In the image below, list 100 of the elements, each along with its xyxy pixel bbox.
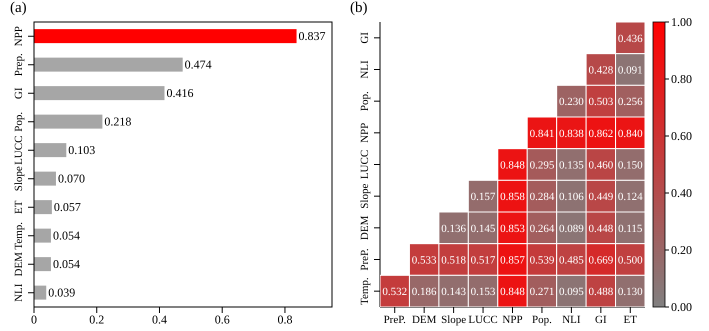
y-tick-label: Pop. <box>359 90 371 112</box>
data-label: 0.271 <box>530 286 554 298</box>
y-tick-label: Temp. <box>13 222 25 250</box>
x-tick-label: 0.4 <box>152 312 167 327</box>
bar <box>34 172 56 186</box>
data-label: 0.130 <box>618 286 644 298</box>
y-tick-label: GI <box>359 32 371 44</box>
color-bar-label: 0.20 <box>671 243 692 257</box>
y-tick-label: LUCC <box>13 136 25 165</box>
data-label: 0.057 <box>54 200 81 214</box>
bar <box>34 143 66 158</box>
data-label: 0.124 <box>618 191 644 204</box>
y-tick-label: Slope <box>13 166 25 192</box>
x-tick-label: GI <box>595 314 607 326</box>
x-tick-label: Pop. <box>532 314 552 326</box>
bar <box>34 114 102 129</box>
bar <box>34 228 51 243</box>
data-label: 0.848 <box>500 160 526 172</box>
data-label: 0.840 <box>618 128 644 140</box>
data-label: 0.858 <box>500 191 526 204</box>
x-tick-label: NLI <box>562 314 581 326</box>
x-tick-label: DEM <box>412 314 437 326</box>
y-tick-label: LUCC <box>359 150 371 180</box>
y-tick-label: NPP <box>13 26 25 46</box>
color-bar-label: 0.40 <box>671 186 692 200</box>
data-label: 0.841 <box>530 128 554 140</box>
data-label: 0.517 <box>470 254 496 266</box>
data-label: 0.089 <box>559 222 584 235</box>
data-label: 0.091 <box>618 64 643 76</box>
data-label: 0.218 <box>104 114 132 129</box>
data-label: 0.416 <box>166 86 194 100</box>
data-label: 0.518 <box>441 254 466 266</box>
chart-title: (a) <box>10 0 27 17</box>
data-label: 0.153 <box>470 286 496 298</box>
y-tick-label: GI <box>13 87 25 100</box>
x-tick-label: 0.2 <box>89 312 104 327</box>
data-label: 0.186 <box>412 286 438 298</box>
color-bar-label: 0.80 <box>671 72 692 86</box>
data-label: 0.449 <box>588 191 614 204</box>
data-label: 0.669 <box>588 254 614 266</box>
data-label: 0.135 <box>559 160 584 172</box>
data-label: 0.157 <box>470 191 496 204</box>
data-label: 0.460 <box>588 160 614 172</box>
data-label: 0.838 <box>559 128 584 140</box>
data-label: 0.264 <box>530 222 555 235</box>
data-label: 0.436 <box>618 32 644 45</box>
y-tick-label: DEM <box>359 215 371 240</box>
data-label: 0.136 <box>441 222 466 235</box>
chart-title: (b) <box>350 0 368 17</box>
data-label: 0.837 <box>298 29 326 44</box>
y-tick-label: DEM <box>13 252 25 276</box>
color-bar-label: 0.00 <box>671 300 692 314</box>
data-label: 0.500 <box>618 254 644 266</box>
data-label: 0.503 <box>588 96 614 108</box>
data-label: 0.428 <box>588 64 614 76</box>
data-label: 0.230 <box>559 96 584 108</box>
data-label: 0.539 <box>530 254 555 266</box>
data-label: 0.448 <box>588 222 614 235</box>
y-tick-label: PreP. <box>359 248 371 271</box>
x-tick-label: 0.8 <box>277 312 292 327</box>
data-label: 0.115 <box>618 222 643 235</box>
data-label: 0.095 <box>559 286 584 298</box>
bar <box>34 286 46 300</box>
bar <box>34 86 164 100</box>
bar <box>34 257 51 272</box>
data-label: 0.070 <box>58 172 85 186</box>
data-label: 0.532 <box>382 286 408 298</box>
x-tick-label: 0.6 <box>214 312 230 327</box>
data-label: 0.150 <box>618 160 644 172</box>
data-label: 0.284 <box>530 191 555 204</box>
data-label: 0.145 <box>470 222 496 235</box>
data-label: 0.474 <box>184 58 212 72</box>
y-tick-label: NLI <box>359 60 371 79</box>
x-tick-label: Slope <box>441 314 466 326</box>
data-label: 0.533 <box>412 254 438 266</box>
x-tick-label: 0 <box>31 312 37 327</box>
data-label: 0.143 <box>441 286 466 298</box>
data-label: 0.862 <box>588 128 614 140</box>
data-label: 0.857 <box>500 254 526 266</box>
y-tick-label: NPP <box>359 122 371 143</box>
x-tick-label: LUCC <box>468 314 498 326</box>
x-tick-label: ET <box>624 314 638 326</box>
y-tick-label: Prep. <box>13 53 25 76</box>
y-tick-label: Slope <box>359 184 371 209</box>
data-label: 0.106 <box>559 191 584 204</box>
x-tick-label: PreP. <box>384 314 406 326</box>
color-bar-label: 1.00 <box>671 15 692 29</box>
data-label: 0.054 <box>52 228 80 243</box>
x-tick-label: NPP <box>502 314 523 326</box>
y-tick-label: NLI <box>13 283 25 302</box>
data-label: 0.295 <box>530 160 555 172</box>
color-bar-label: 0.60 <box>671 129 692 143</box>
data-label: 0.039 <box>48 286 76 300</box>
data-label: 0.103 <box>68 143 96 158</box>
data-label: 0.485 <box>559 254 584 266</box>
data-label: 0.054 <box>52 257 80 272</box>
data-label: 0.848 <box>500 286 526 298</box>
y-tick-label: Pop. <box>13 112 25 132</box>
y-tick-label: ET <box>13 200 25 214</box>
y-tick-label: Temp. <box>359 277 371 305</box>
